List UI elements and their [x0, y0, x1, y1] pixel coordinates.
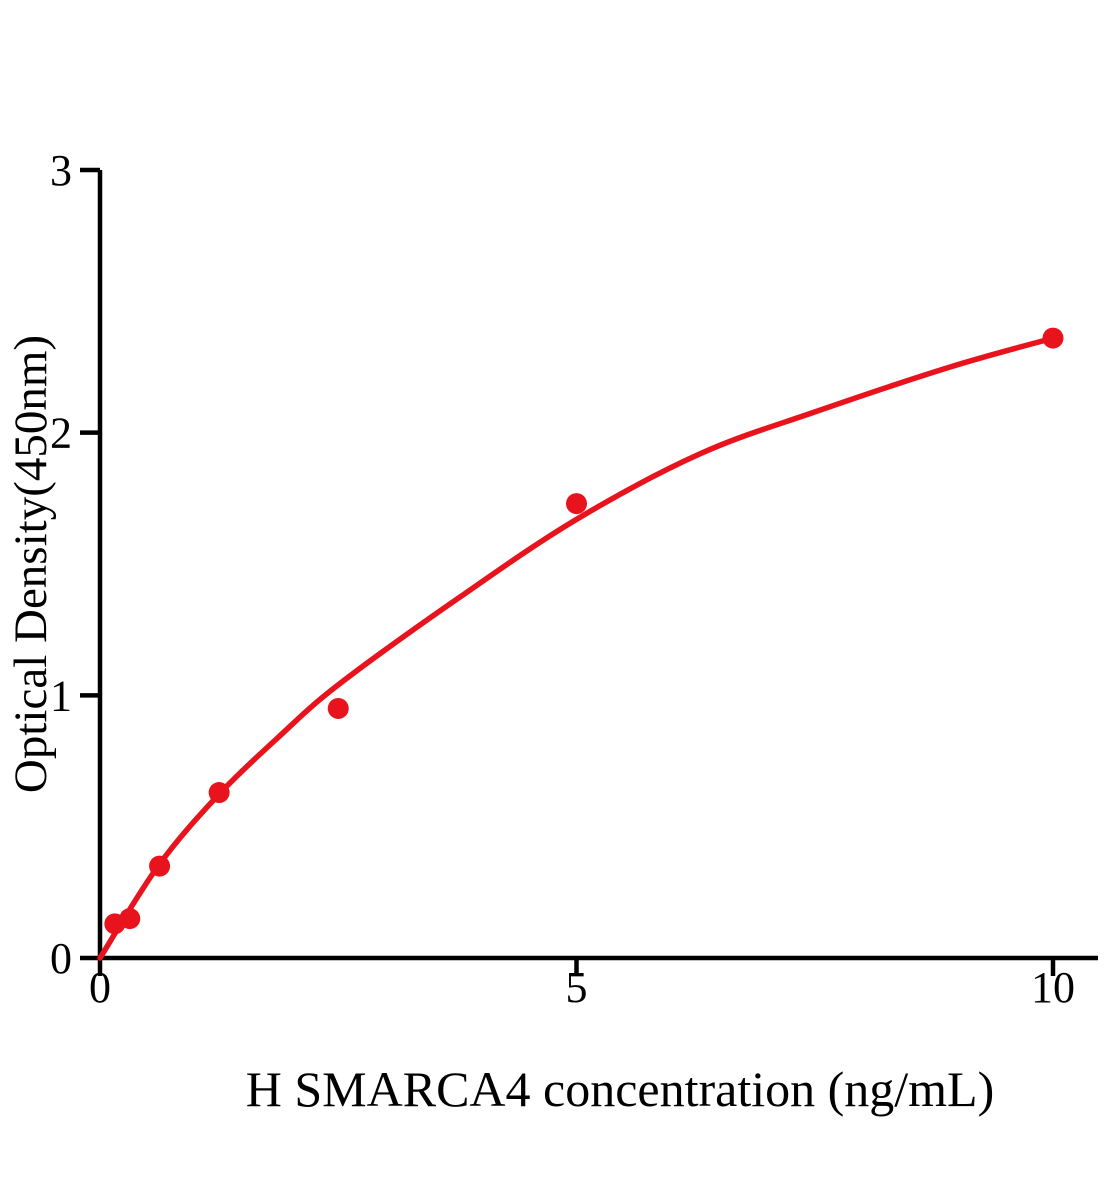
x-tick-label: 5 — [566, 963, 588, 1012]
data-point — [1042, 327, 1064, 349]
y-axis-title: Optical Density(450nm) — [5, 335, 57, 793]
data-point — [566, 493, 587, 515]
x-tick-label: 0 — [89, 963, 111, 1012]
y-tick-label: 2 — [50, 409, 72, 458]
x-axis-tick-labels: 0 5 10 — [89, 963, 1075, 1012]
data-point — [327, 697, 349, 719]
fit-curve — [97, 335, 1056, 961]
y-tick-label: 1 — [50, 671, 72, 720]
x-axis-title: H SMARCA4 concentration (ng/mL) — [246, 1061, 995, 1117]
data-point — [119, 908, 141, 930]
data-points — [104, 327, 1064, 935]
data-point — [208, 782, 230, 804]
y-tick-label: 0 — [50, 934, 72, 983]
x-tick-label: 10 — [1031, 963, 1075, 1012]
plot-area: 0 1 2 3 0 5 10 — [50, 146, 1098, 1012]
data-point — [149, 855, 171, 877]
y-axis-tick-labels: 0 1 2 3 — [50, 146, 72, 983]
y-axis-ticks — [80, 167, 100, 961]
y-tick-label: 3 — [50, 146, 72, 195]
x-axis-ticks — [97, 958, 1056, 976]
